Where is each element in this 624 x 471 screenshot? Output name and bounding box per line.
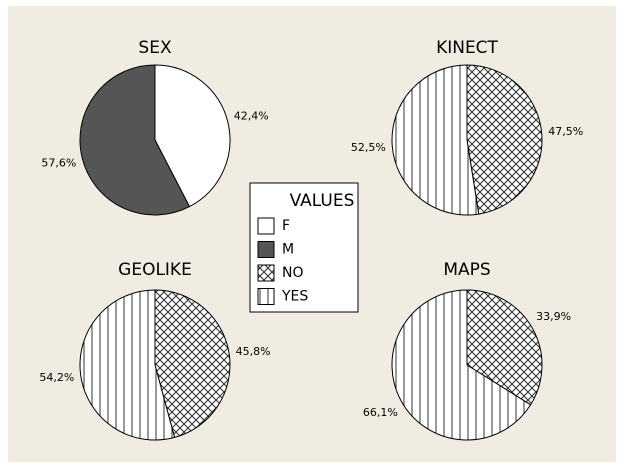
legend-label: M xyxy=(282,242,294,258)
pie-slice xyxy=(154,64,231,208)
pie-slice xyxy=(466,64,543,215)
value-label: 54,2% xyxy=(39,371,74,384)
value-label: 52,5% xyxy=(351,141,386,154)
pie-slice xyxy=(79,289,176,441)
legend-swatch xyxy=(257,241,275,258)
value-label: 42,4% xyxy=(234,110,269,123)
pie-slice xyxy=(391,289,532,441)
value-label: 57,6% xyxy=(41,156,76,169)
legend-swatch xyxy=(257,217,275,235)
pie-slice xyxy=(79,64,191,216)
pie-slice xyxy=(466,289,543,406)
legend-swatch xyxy=(257,264,275,282)
legend-label: NO xyxy=(282,265,304,281)
chart-title: SEX xyxy=(138,38,172,58)
value-label: 33,9% xyxy=(536,310,571,323)
pie-slice xyxy=(154,289,231,439)
value-label: 66,1% xyxy=(363,406,398,419)
value-label: 47,5% xyxy=(548,125,583,138)
chart-title: GEOLIKE xyxy=(118,260,192,280)
legend-title: VALUES xyxy=(290,191,355,211)
chart-title: MAPS xyxy=(443,260,490,280)
chart-title: KINECT xyxy=(436,38,498,58)
legend-swatch xyxy=(257,288,275,305)
pie-slice xyxy=(391,64,480,216)
legend-label: F xyxy=(282,218,290,234)
value-label: 45,8% xyxy=(236,345,271,358)
legend-label: YES xyxy=(281,289,308,305)
